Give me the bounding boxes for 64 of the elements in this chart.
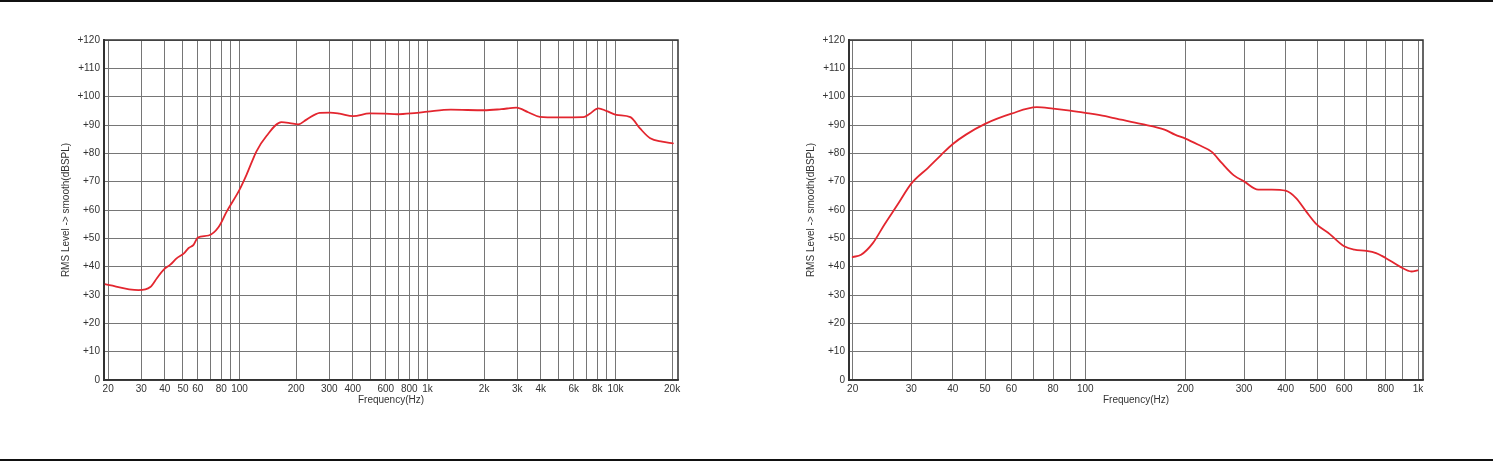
y-tick-label: +30 — [83, 288, 101, 300]
x-tick-label: 20 — [102, 382, 115, 394]
x-tick-label: 2k — [478, 382, 491, 394]
x-tick-label: 80 — [1047, 382, 1060, 394]
x-tick-label: 10k — [607, 382, 625, 394]
x-tick-label: 60 — [192, 382, 204, 394]
x-tick-label: 400 — [344, 382, 362, 394]
y-tick-label: +60 — [83, 203, 101, 215]
x-tick-label: 4k — [535, 382, 547, 394]
x-tick-label: 60 — [1005, 382, 1018, 394]
y-tick-label: +100 — [822, 90, 846, 102]
y-tick-label: +10 — [828, 345, 846, 357]
y-tick-label: +60 — [828, 203, 846, 215]
x-tick-label: 100 — [231, 382, 249, 394]
y-tick-label: +40 — [83, 260, 101, 272]
x-axis-title: Frequency(Hz) — [1102, 393, 1170, 405]
x-tick-label: 30 — [135, 382, 148, 394]
x-tick-label: 20k — [664, 382, 682, 394]
x-tick-label: 800 — [1377, 382, 1395, 394]
x-tick-label: 1k — [1412, 382, 1425, 394]
y-tick-label: +80 — [828, 147, 846, 159]
x-tick-label: 20 — [847, 382, 859, 394]
y-tick-label: 0 — [839, 373, 846, 385]
x-tick-label: 40 — [159, 382, 171, 394]
y-tick-label: +120 — [77, 33, 101, 45]
y-tick-label: +120 — [822, 33, 846, 45]
y-tick-label: 0 — [94, 373, 101, 385]
y-tick-label: +50 — [828, 232, 846, 244]
x-tick-label: 50 — [979, 382, 992, 394]
x-tick-label: 3k — [511, 382, 524, 394]
y-tick-label: +20 — [83, 317, 101, 329]
x-axis-title: Frequency(Hz) — [357, 393, 425, 405]
x-tick-label: 50 — [177, 382, 189, 394]
y-tick-label: +20 — [828, 317, 846, 329]
y-tick-label: +90 — [828, 118, 846, 130]
y-tick-label: +40 — [828, 260, 846, 272]
y-tick-label: +80 — [83, 147, 101, 159]
x-tick-label: 100 — [1076, 382, 1095, 394]
y-axis-title: RMS Level -> smooth(dBSPL) — [804, 142, 816, 278]
x-tick-label: 600 — [1335, 382, 1353, 394]
x-tick-label: 200 — [287, 382, 305, 394]
x-tick-label: 400 — [1277, 382, 1295, 394]
x-tick-label: 300 — [320, 382, 339, 394]
x-tick-label: 300 — [1235, 382, 1253, 394]
x-tick-label: 1k — [422, 382, 434, 394]
y-tick-label: +100 — [77, 90, 101, 102]
x-tick-label: 8k — [592, 382, 604, 394]
x-tick-label: 500 — [1309, 382, 1327, 394]
y-tick-label: +30 — [828, 288, 846, 300]
y-tick-label: +70 — [83, 175, 101, 187]
x-tick-label: 40 — [947, 382, 959, 394]
x-tick-label: 600 — [377, 382, 395, 394]
x-tick-label: 80 — [215, 382, 228, 394]
y-tick-label: +70 — [828, 175, 846, 187]
x-tick-label: 200 — [1177, 382, 1195, 394]
x-tick-label: 800 — [400, 382, 419, 394]
y-tick-label: +90 — [83, 118, 101, 130]
x-tick-label: 30 — [905, 382, 918, 394]
x-tick-label: 6k — [568, 382, 581, 394]
y-tick-label: +50 — [83, 232, 101, 244]
y-tick-label: +110 — [78, 62, 101, 74]
y-axis-title: RMS Level -> smooth(dBSPL) — [59, 142, 71, 278]
y-tick-label: +110 — [823, 62, 846, 74]
y-tick-label: +10 — [83, 345, 101, 357]
